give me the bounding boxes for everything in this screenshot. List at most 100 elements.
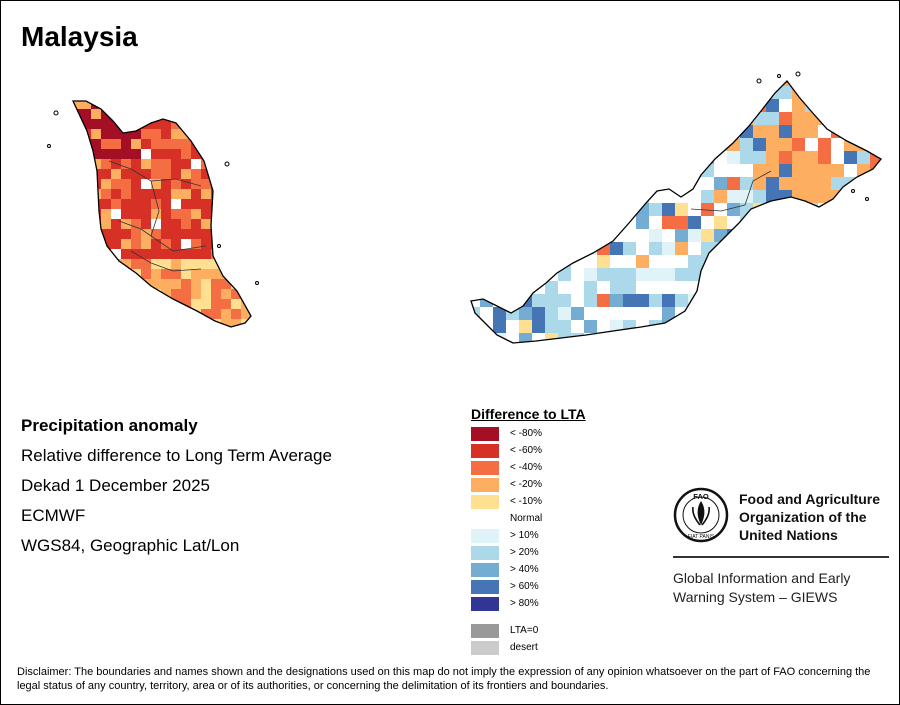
anomaly-cell: [471, 190, 480, 203]
anomaly-cell: [792, 177, 805, 190]
anomaly-cell: [714, 229, 727, 242]
anomaly-cell: [480, 203, 493, 216]
anomaly-cell: [675, 255, 688, 268]
anomaly-cell: [701, 320, 714, 333]
legend-item-label: < -80%: [510, 428, 542, 439]
anomaly-cell: [141, 169, 151, 179]
anomaly-cell: [91, 179, 101, 189]
anomaly-cell: [121, 229, 131, 239]
anomaly-cell: [471, 255, 480, 268]
anomaly-cell: [506, 281, 519, 294]
anomaly-cell: [753, 242, 766, 255]
anomaly-cell: [597, 125, 610, 138]
anomaly-cell: [571, 255, 584, 268]
anomaly-cell: [111, 199, 121, 209]
fao-name-line-2: Organization of the: [739, 509, 867, 525]
anomaly-cell: [181, 149, 191, 159]
anomaly-cell: [623, 242, 636, 255]
anomaly-cell: [111, 289, 121, 299]
anomaly-cell: [151, 199, 161, 209]
anomaly-cell: [844, 151, 857, 164]
anomaly-cell: [740, 320, 753, 333]
anomaly-cell: [81, 219, 91, 229]
anomaly-cell: [701, 164, 714, 177]
anomaly-cell: [251, 319, 261, 329]
anomaly-cell: [241, 279, 251, 289]
anomaly-cell: [649, 333, 662, 343]
anomaly-cell: [675, 125, 688, 138]
legend-item-swatch: [471, 512, 499, 526]
anomaly-cell: [73, 149, 81, 159]
anomaly-cell: [545, 242, 558, 255]
anomaly-cell: [211, 309, 221, 319]
anomaly-cell: [81, 119, 91, 129]
info-source: ECMWF: [21, 506, 86, 525]
anomaly-cell: [740, 86, 753, 99]
anomaly-cell: [191, 289, 201, 299]
anomaly-cell: [831, 281, 844, 294]
anomaly-cell: [141, 329, 151, 339]
anomaly-cell: [131, 159, 141, 169]
anomaly-cell: [231, 239, 241, 249]
anomaly-cell: [471, 81, 480, 86]
anomaly-cell: [493, 138, 506, 151]
anomaly-cell: [779, 86, 792, 99]
anomaly-cell: [231, 159, 241, 169]
anomaly-cell: [211, 329, 221, 339]
anomaly-cell: [857, 294, 870, 307]
anomaly-cell: [121, 329, 131, 339]
anomaly-cell: [636, 281, 649, 294]
anomaly-cell: [883, 125, 896, 138]
anomaly-cell: [688, 242, 701, 255]
anomaly-cell: [161, 309, 171, 319]
anomaly-cell: [844, 255, 857, 268]
anomaly-cell: [91, 139, 101, 149]
map-title: Malaysia: [21, 21, 138, 52]
anomaly-cell: [171, 149, 181, 159]
anomaly-cell: [221, 219, 231, 229]
anomaly-cell: [121, 189, 131, 199]
anomaly-cell: [779, 112, 792, 125]
anomaly-cell: [610, 216, 623, 229]
anomaly-cell: [131, 149, 141, 159]
anomaly-cell: [675, 229, 688, 242]
fao-logo-motto: FIAT PANIS: [688, 534, 715, 540]
anomaly-cell: [519, 138, 532, 151]
anomaly-cell: [844, 203, 857, 216]
anomaly-cell: [251, 209, 261, 219]
anomaly-cell: [753, 99, 766, 112]
anomaly-cell: [636, 229, 649, 242]
anomaly-cell: [181, 329, 191, 339]
anomaly-cell: [201, 229, 211, 239]
anomaly-cell: [519, 86, 532, 99]
anomaly-cell: [141, 149, 151, 159]
anomaly-cell: [181, 209, 191, 219]
anomaly-cell: [493, 86, 506, 99]
anomaly-cell: [558, 203, 571, 216]
anomaly-cell: [636, 99, 649, 112]
anomaly-cell: [623, 281, 636, 294]
anomaly-cell: [883, 229, 896, 242]
info-heading: Precipitation anomaly: [21, 416, 198, 435]
fao-name: Food and Agriculture Organization of the…: [739, 490, 880, 544]
anomaly-cell: [532, 229, 545, 242]
anomaly-cell: [161, 229, 171, 239]
anomaly-cell: [151, 119, 161, 129]
anomaly-cell: [171, 319, 181, 327]
anomaly-cell: [662, 125, 675, 138]
anomaly-cell: [519, 203, 532, 216]
anomaly-cell: [818, 242, 831, 255]
anomaly-cell: [191, 159, 201, 169]
anomaly-cell: [727, 333, 740, 343]
anomaly-cell: [792, 164, 805, 177]
anomaly-cell: [831, 138, 844, 151]
anomaly-cell: [121, 119, 131, 129]
anomaly-cell: [714, 125, 727, 138]
anomaly-cell: [597, 86, 610, 99]
anomaly-cell: [471, 216, 480, 229]
anomaly-cell: [649, 86, 662, 99]
legend-item-row: < -20%: [471, 477, 586, 494]
anomaly-cell: [584, 99, 597, 112]
anomaly-cell: [870, 268, 881, 281]
anomaly-cell: [883, 99, 896, 112]
